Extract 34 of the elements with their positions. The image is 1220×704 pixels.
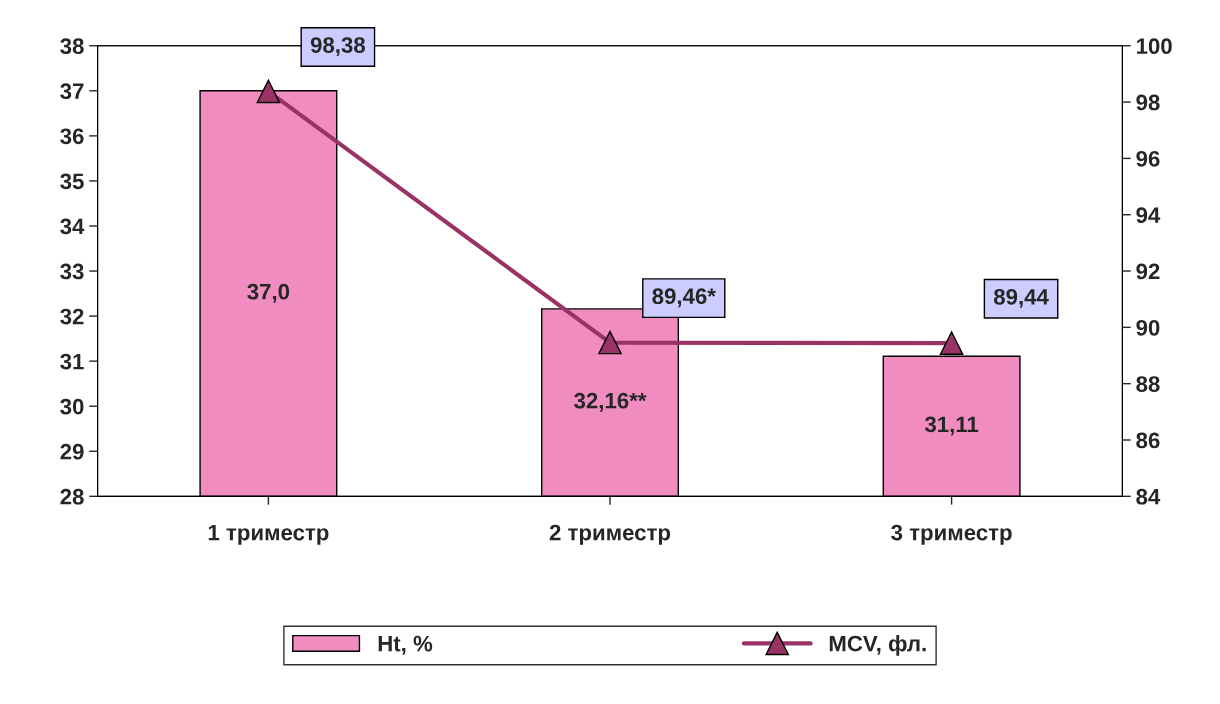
y2-tick-label: 90: [1136, 319, 1160, 336]
legend-label: Ht, %: [378, 635, 433, 655]
y2-tick-label: 96: [1136, 150, 1160, 167]
y-tick-label: 33: [60, 263, 84, 280]
y2-tick-label: 88: [1136, 376, 1160, 392]
y-tick-label: 30: [60, 398, 84, 415]
y-tick-label: 29: [60, 443, 84, 460]
data-label: 37,0: [247, 283, 290, 303]
y-tick-label: 32: [60, 308, 84, 325]
legend-label: MCV, фл.: [829, 635, 926, 656]
y-tick-label: 34: [60, 218, 85, 235]
y2-tick-label: 86: [1136, 432, 1160, 449]
y2-tick-label: 84: [1136, 488, 1161, 505]
y-tick-label: 38: [60, 38, 84, 55]
y2-tick-label: 94: [1136, 207, 1161, 223]
data-label: 89,46*: [652, 288, 716, 308]
y2-tick-label: 92: [1136, 263, 1160, 280]
point: [598, 330, 622, 355]
data-label: 89,44: [993, 288, 1049, 308]
y-tick-label: 31: [60, 353, 84, 370]
data-label: 98,38: [310, 37, 365, 57]
x-tick-label: 1 триместр: [208, 524, 329, 545]
y2-tick-label: 98: [1136, 94, 1160, 111]
x-tick-label: 3 триместр: [891, 524, 1012, 545]
data-label: 31,11: [924, 416, 979, 436]
y-tick-label: 35: [60, 173, 84, 190]
y2-tick-label: 100: [1136, 38, 1172, 55]
data-label: 32,16**: [574, 392, 647, 412]
y-tick-label: 36: [60, 128, 84, 145]
y-tick-label: 37: [60, 83, 84, 100]
point: [256, 79, 281, 104]
point: [939, 331, 964, 355]
x-tick-label: 2 триместр: [549, 524, 671, 545]
y-tick-label: 28: [60, 488, 84, 505]
